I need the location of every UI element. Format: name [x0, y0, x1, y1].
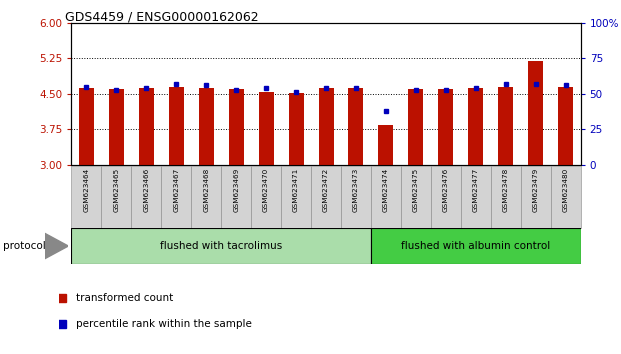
Text: GSM623473: GSM623473 [353, 168, 359, 212]
Text: GSM623477: GSM623477 [473, 168, 479, 212]
Bar [371, 166, 401, 228]
Text: GSM623470: GSM623470 [263, 168, 269, 212]
Bar [79, 88, 94, 165]
Text: GSM623467: GSM623467 [173, 168, 179, 212]
Bar [199, 88, 214, 165]
Bar [229, 89, 243, 165]
Text: GSM623465: GSM623465 [114, 168, 119, 212]
Bar [438, 89, 453, 165]
Bar [431, 166, 461, 228]
Text: GSM623480: GSM623480 [563, 168, 569, 212]
Bar [371, 228, 581, 264]
Text: flushed with tacrolimus: flushed with tacrolimus [160, 241, 283, 251]
Bar [491, 166, 521, 228]
Bar [131, 166, 161, 228]
Text: GSM623476: GSM623476 [443, 168, 449, 212]
Text: GSM623469: GSM623469 [233, 168, 239, 212]
Bar [401, 166, 431, 228]
Bar [281, 166, 311, 228]
Bar [461, 166, 491, 228]
Bar [498, 87, 513, 165]
Polygon shape [45, 233, 68, 259]
Bar [551, 166, 581, 228]
Bar [311, 166, 341, 228]
Bar [71, 228, 371, 264]
Bar [139, 88, 154, 165]
Bar [348, 88, 363, 165]
Text: protocol: protocol [3, 241, 46, 251]
Bar [191, 166, 221, 228]
Text: GSM623468: GSM623468 [203, 168, 209, 212]
Bar [71, 166, 101, 228]
Bar [289, 93, 304, 165]
Text: transformed count: transformed count [76, 293, 173, 303]
Bar [558, 87, 573, 165]
Bar [409, 89, 424, 165]
Text: GSM623479: GSM623479 [533, 168, 538, 212]
Bar [101, 166, 131, 228]
Bar [468, 88, 483, 165]
Bar [169, 87, 184, 165]
Bar [161, 166, 191, 228]
Bar [251, 166, 281, 228]
Text: GSM623475: GSM623475 [413, 168, 419, 212]
Text: GSM623472: GSM623472 [323, 168, 329, 212]
Bar [378, 125, 394, 165]
Bar [109, 89, 124, 165]
Text: flushed with albumin control: flushed with albumin control [401, 241, 550, 251]
Bar [221, 166, 251, 228]
Text: GSM623478: GSM623478 [503, 168, 509, 212]
Bar [528, 61, 543, 165]
Text: GSM623466: GSM623466 [143, 168, 149, 212]
Text: GSM623471: GSM623471 [293, 168, 299, 212]
Bar [521, 166, 551, 228]
Text: GDS4459 / ENSG00000162062: GDS4459 / ENSG00000162062 [65, 11, 259, 24]
Bar [319, 88, 333, 165]
Bar [258, 92, 274, 165]
Text: GSM623474: GSM623474 [383, 168, 389, 212]
Bar [341, 166, 371, 228]
Text: percentile rank within the sample: percentile rank within the sample [76, 319, 252, 329]
Text: GSM623464: GSM623464 [83, 168, 89, 212]
